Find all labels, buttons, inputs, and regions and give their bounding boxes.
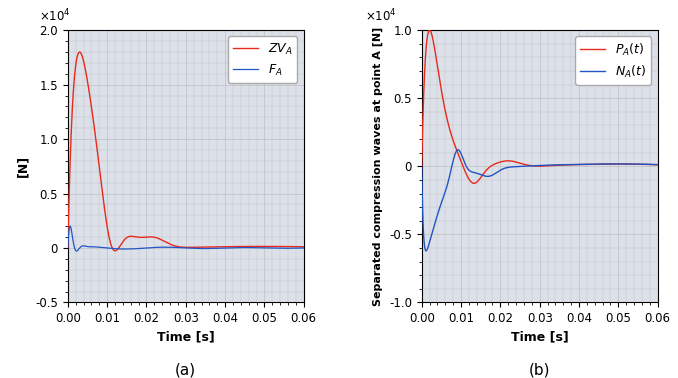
Text: (a): (a) [175, 362, 197, 377]
X-axis label: Time [s]: Time [s] [157, 331, 215, 344]
Text: (b): (b) [529, 362, 551, 377]
Text: $\times10^4$: $\times10^4$ [365, 8, 397, 25]
Y-axis label: [N]: [N] [17, 155, 30, 177]
Y-axis label: Separated compression waves at point A [N]: Separated compression waves at point A [… [373, 27, 384, 306]
X-axis label: Time [s]: Time [s] [511, 331, 569, 344]
Legend: $ZV_A$, $F_A$: $ZV_A$, $F_A$ [228, 37, 298, 83]
Text: $\times10^4$: $\times10^4$ [39, 8, 71, 25]
Legend: $P_A(t)$, $N_A(t)$: $P_A(t)$, $N_A(t)$ [575, 37, 652, 85]
